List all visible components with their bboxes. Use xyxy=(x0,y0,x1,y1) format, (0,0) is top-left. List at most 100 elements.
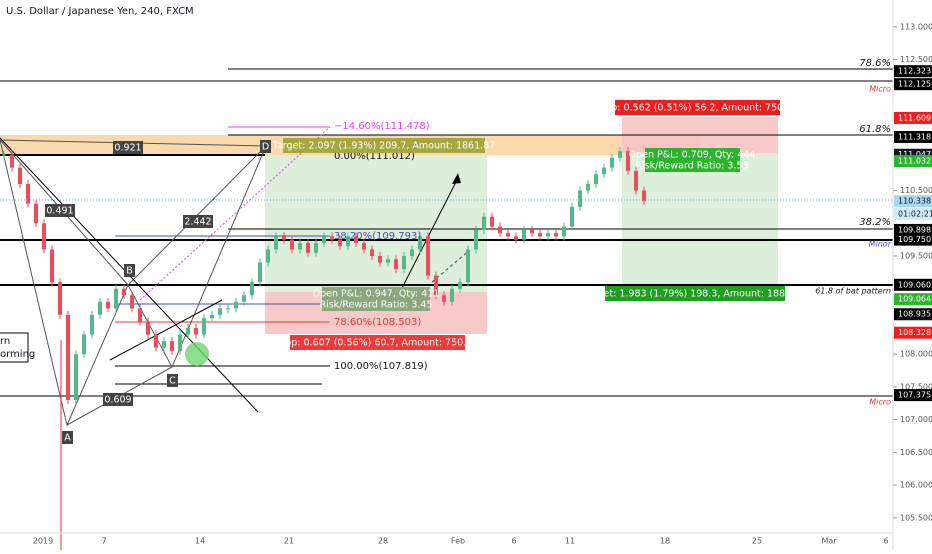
price-label-bg xyxy=(894,65,932,78)
pnl-text: Open P&L: 0.709, Qty: 444 xyxy=(629,150,756,161)
candle xyxy=(386,259,390,263)
price-label: 111.032 xyxy=(898,157,931,166)
candle xyxy=(402,255,406,270)
price-label-bg xyxy=(894,278,932,291)
candle xyxy=(114,288,118,309)
y-tick-label: 107.500 xyxy=(900,382,932,391)
y-tick-label: 110.500 xyxy=(900,186,932,195)
y-tick-label: 107.000 xyxy=(900,415,932,424)
candle xyxy=(330,236,334,240)
highlight xyxy=(185,342,209,366)
point-label: D xyxy=(262,142,269,153)
candle xyxy=(82,334,86,355)
candle xyxy=(530,229,534,234)
candle xyxy=(410,249,414,256)
candle xyxy=(458,282,462,289)
candle xyxy=(362,242,366,250)
price-label-bg xyxy=(894,155,932,168)
ratio-label: 0.609 xyxy=(104,395,131,406)
price-label: 108.935 xyxy=(898,310,931,319)
level-label: 78.6% xyxy=(859,58,891,69)
candle xyxy=(562,226,566,237)
candle xyxy=(354,236,358,243)
price-label-bg xyxy=(894,326,932,339)
price-label-bg xyxy=(894,223,932,236)
candle xyxy=(554,233,558,237)
pnl-box xyxy=(322,287,430,311)
candle xyxy=(218,308,222,315)
candle xyxy=(634,170,638,191)
x-tick-label: 6 xyxy=(511,537,516,546)
candle xyxy=(298,242,302,250)
candle xyxy=(418,236,422,250)
arrow xyxy=(399,177,459,293)
candle xyxy=(498,226,502,234)
ratio-label: 2.442 xyxy=(184,217,211,228)
y-tick-label: 106.000 xyxy=(900,481,932,490)
candle xyxy=(10,154,14,168)
candle xyxy=(514,236,518,240)
candle xyxy=(74,354,78,400)
x-tick-label: 11 xyxy=(565,537,575,546)
candle xyxy=(274,236,278,250)
candle xyxy=(442,295,446,302)
candle xyxy=(50,249,54,283)
candle xyxy=(210,314,214,319)
candle xyxy=(66,314,70,400)
candle xyxy=(290,239,294,250)
point-label: B xyxy=(126,266,133,277)
fib-label: 78.60%(108.503) xyxy=(334,317,421,328)
stop-text: Stop: 0.562 (0.51%) 56.2, Amount: 750.47 xyxy=(596,103,799,114)
target-zone xyxy=(265,155,487,292)
level-label: Minor xyxy=(869,240,892,249)
candle xyxy=(338,239,342,247)
price-label: 109.060 xyxy=(898,280,931,289)
countdown-bg xyxy=(894,208,932,220)
y-tick-label: 113.000 xyxy=(900,22,932,31)
price-label-bg xyxy=(894,78,932,91)
candle xyxy=(314,242,318,253)
candle xyxy=(370,249,374,256)
fib-label: 0.00%(111.012) xyxy=(334,151,415,162)
candle xyxy=(98,301,102,315)
candle xyxy=(538,233,542,237)
rr-text: Risk/Reward Ratio: 3.45 xyxy=(319,300,432,311)
candle xyxy=(490,216,494,227)
candle xyxy=(594,174,598,184)
x-tick-label: 28 xyxy=(378,537,388,546)
x-tick-label: 25 xyxy=(752,537,762,546)
projection xyxy=(431,249,471,283)
candle xyxy=(194,327,198,335)
candle xyxy=(26,183,30,204)
candle xyxy=(154,334,158,348)
pnl-text: Open P&L: 0.947, Qty: 411 xyxy=(313,289,440,300)
candle xyxy=(450,288,454,302)
price-label-bg xyxy=(894,233,932,246)
fib-label: 100.00%(107.819) xyxy=(334,361,428,372)
stop-box xyxy=(615,100,780,115)
x-tick-label: 7 xyxy=(101,537,106,546)
countdown: 01:02:21 xyxy=(898,210,932,219)
candle xyxy=(522,229,526,240)
price-label-bg xyxy=(894,308,932,321)
trend-line xyxy=(109,299,223,361)
candle xyxy=(618,151,622,158)
candle xyxy=(106,301,110,309)
x-tick-label: 2019 xyxy=(33,537,53,546)
level-label: 61.8 of bat pattern xyxy=(815,287,891,296)
fib-label: 38.20%(109.793) xyxy=(334,231,421,242)
note-text: orming xyxy=(0,349,35,360)
price-axis: 113.000 112.500 110.500 109.500 108.000 107.5… xyxy=(893,22,932,522)
x-tick-label: 18 xyxy=(660,537,670,546)
stop-text: Stop: 0.607 (0.56%) 60.7, Amount: 750.52 xyxy=(276,338,479,349)
candle xyxy=(162,341,166,348)
candle xyxy=(434,275,438,296)
x-tick-label: Feb xyxy=(451,537,465,546)
candle xyxy=(242,295,246,302)
price-label-bg xyxy=(894,389,932,402)
candle xyxy=(322,236,326,243)
candle xyxy=(18,167,22,184)
candle xyxy=(258,262,262,283)
candle xyxy=(426,236,430,276)
candle xyxy=(626,151,630,171)
